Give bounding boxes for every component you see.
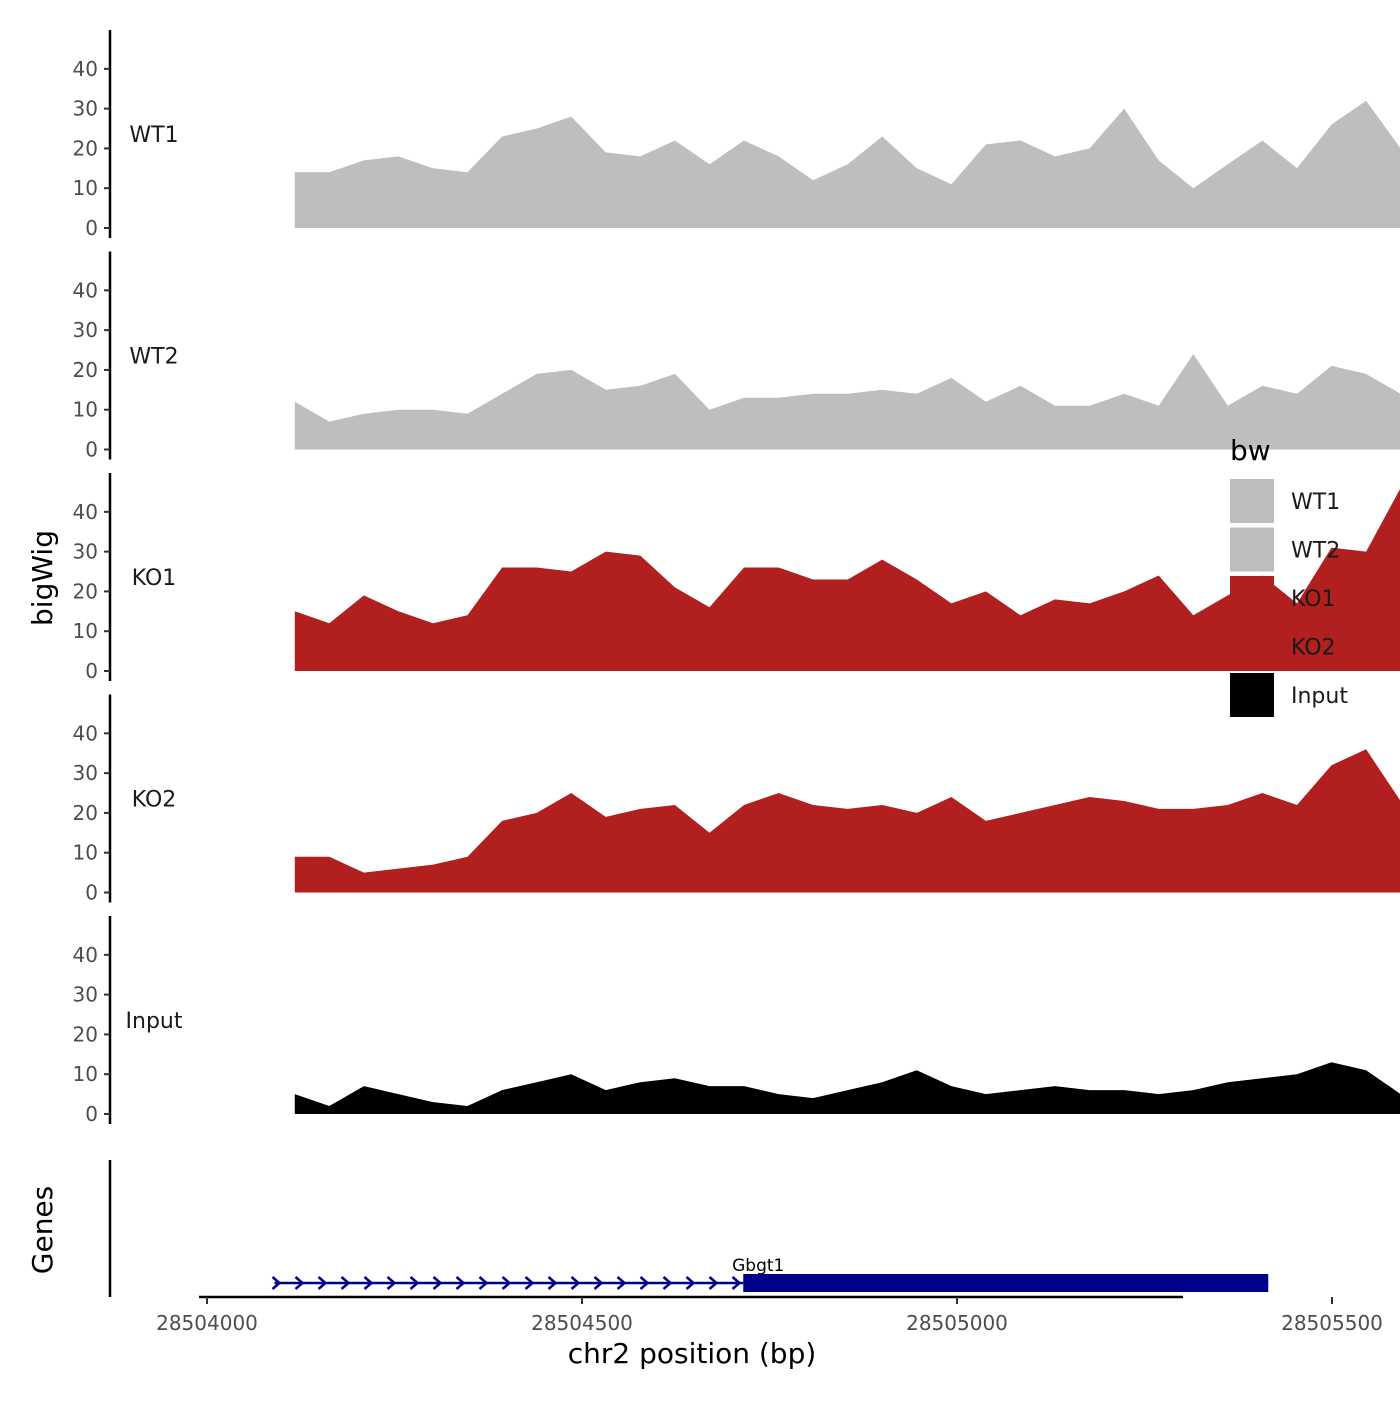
strand-arrow-icon — [317, 1276, 328, 1290]
legend-swatch-wt2 — [1230, 527, 1274, 572]
x-axis: 2850400028504500285050002850550028506000… — [156, 1295, 1383, 1335]
y-tick-label-20: 20 — [73, 801, 98, 825]
strand-arrow-icon — [593, 1276, 604, 1290]
gene-exon-block — [743, 1274, 1269, 1292]
y-tick-label-0: 0 — [85, 438, 98, 462]
y-tick-label-40: 40 — [73, 721, 98, 745]
legend-title: bw — [1230, 434, 1271, 467]
y-tick-label-20: 20 — [73, 136, 98, 160]
strand-arrow-icon — [363, 1276, 374, 1290]
y-tick-label-0: 0 — [85, 1102, 98, 1126]
strand-arrow-icon — [570, 1276, 581, 1290]
strand-arrow-icon — [294, 1276, 305, 1290]
track-panel-wt1: 0 10 20 30 40 WT1 — [73, 30, 1400, 240]
y-tick-label-30: 30 — [73, 761, 98, 785]
legend-swatch-wt1 — [1230, 479, 1274, 523]
legend-swatch-ko1 — [1230, 576, 1274, 620]
strand-arrow-icon — [685, 1276, 696, 1290]
y-tick-label-10: 10 — [73, 1062, 98, 1086]
legend: bw WT1 WT2 KO1 KO2 Input — [1230, 434, 1348, 717]
coverage-area-input — [294, 1062, 1400, 1114]
legend-swatch-input — [1230, 673, 1274, 717]
legend-label-wt1: WT1 — [1291, 490, 1340, 515]
track-label-input: Input — [126, 1009, 183, 1034]
strand-arrow-icon — [432, 1276, 443, 1290]
legend-swatch-ko2 — [1230, 624, 1274, 669]
strand-arrow-icon — [386, 1276, 397, 1290]
track-label-wt2: WT2 — [129, 345, 178, 370]
legend-label-ko1: KO1 — [1291, 587, 1336, 612]
bigwig-tracks: 0 10 20 30 40 WT1 0 10 20 30 40 WT2 0 10 20 30 40 KO1 0 10 2… — [73, 30, 1400, 1126]
track-label-wt1: WT1 — [129, 123, 178, 148]
strand-arrow-icon — [340, 1276, 351, 1290]
x-tick-label-28505000: 28505000 — [906, 1311, 1008, 1335]
track-panel-ko1: 0 10 20 30 40 KO1 — [73, 473, 1400, 683]
strand-arrow-icon — [409, 1276, 420, 1290]
y-tick-label-30: 30 — [73, 97, 98, 121]
strand-arrow-icon — [662, 1276, 673, 1290]
track-panel-input: 0 10 20 30 40 Input — [73, 916, 1400, 1126]
y-tick-label-10: 10 — [73, 841, 98, 865]
gene-label-gbgt1: Gbgt1 — [732, 1256, 784, 1276]
strand-arrow-icon — [731, 1276, 742, 1290]
y-tick-label-40: 40 — [73, 57, 98, 81]
y-tick-label-30: 30 — [73, 318, 98, 342]
track-label-ko2: KO2 — [132, 788, 177, 813]
y-tick-label-20: 20 — [73, 579, 98, 603]
strand-arrow-icon — [478, 1276, 489, 1290]
strand-arrow-icon — [455, 1276, 466, 1290]
strand-arrow-icon — [708, 1276, 719, 1290]
genes-axis-title: Genes — [26, 1186, 59, 1274]
y-tick-label-0: 0 — [85, 216, 98, 240]
gene-gbgt1: Gbgt1 — [271, 1256, 1269, 1292]
y-tick-label-10: 10 — [73, 398, 98, 422]
coverage-area-ko2 — [294, 749, 1400, 893]
gene-track: Gbgt1Gm10134 — [108, 1160, 1269, 1297]
coverage-area-ko1 — [294, 489, 1400, 671]
strand-arrow-icon — [616, 1276, 627, 1290]
x-tick-label-28505500: 28505500 — [1281, 1311, 1383, 1335]
strand-arrow-icon — [547, 1276, 558, 1290]
track-panel-wt2: 0 10 20 30 40 WT2 — [73, 251, 1400, 462]
legend-label-wt2: WT2 — [1291, 539, 1340, 564]
strand-arrow-icon — [271, 1276, 282, 1290]
y-tick-label-10: 10 — [73, 176, 98, 200]
strand-arrow-icon — [524, 1276, 535, 1290]
x-axis-title: chr2 position (bp) — [568, 1337, 817, 1370]
y-tick-label-30: 30 — [73, 540, 98, 564]
y-tick-label-30: 30 — [73, 983, 98, 1007]
y-tick-label-0: 0 — [85, 659, 98, 683]
y-tick-label-0: 0 — [85, 881, 98, 905]
y-tick-label-20: 20 — [73, 1022, 98, 1046]
coverage-area-wt1 — [294, 100, 1400, 228]
x-tick-label-28504500: 28504500 — [531, 1311, 633, 1335]
coverage-area-wt2 — [294, 354, 1400, 450]
y-tick-label-10: 10 — [73, 619, 98, 643]
track-panel-ko2: 0 10 20 30 40 KO2 — [73, 694, 1400, 905]
y-axis-title: bigWig — [26, 530, 59, 626]
legend-label-input: Input — [1291, 684, 1348, 709]
y-tick-label-40: 40 — [73, 500, 98, 524]
y-tick-label-40: 40 — [73, 943, 98, 967]
x-tick-label-28504000: 28504000 — [156, 1311, 258, 1335]
strand-arrow-icon — [501, 1276, 512, 1290]
track-label-ko1: KO1 — [132, 566, 177, 591]
legend-label-ko2: KO2 — [1291, 636, 1336, 661]
y-tick-label-20: 20 — [73, 358, 98, 382]
strand-arrow-icon — [639, 1276, 650, 1290]
y-tick-label-40: 40 — [73, 278, 98, 302]
